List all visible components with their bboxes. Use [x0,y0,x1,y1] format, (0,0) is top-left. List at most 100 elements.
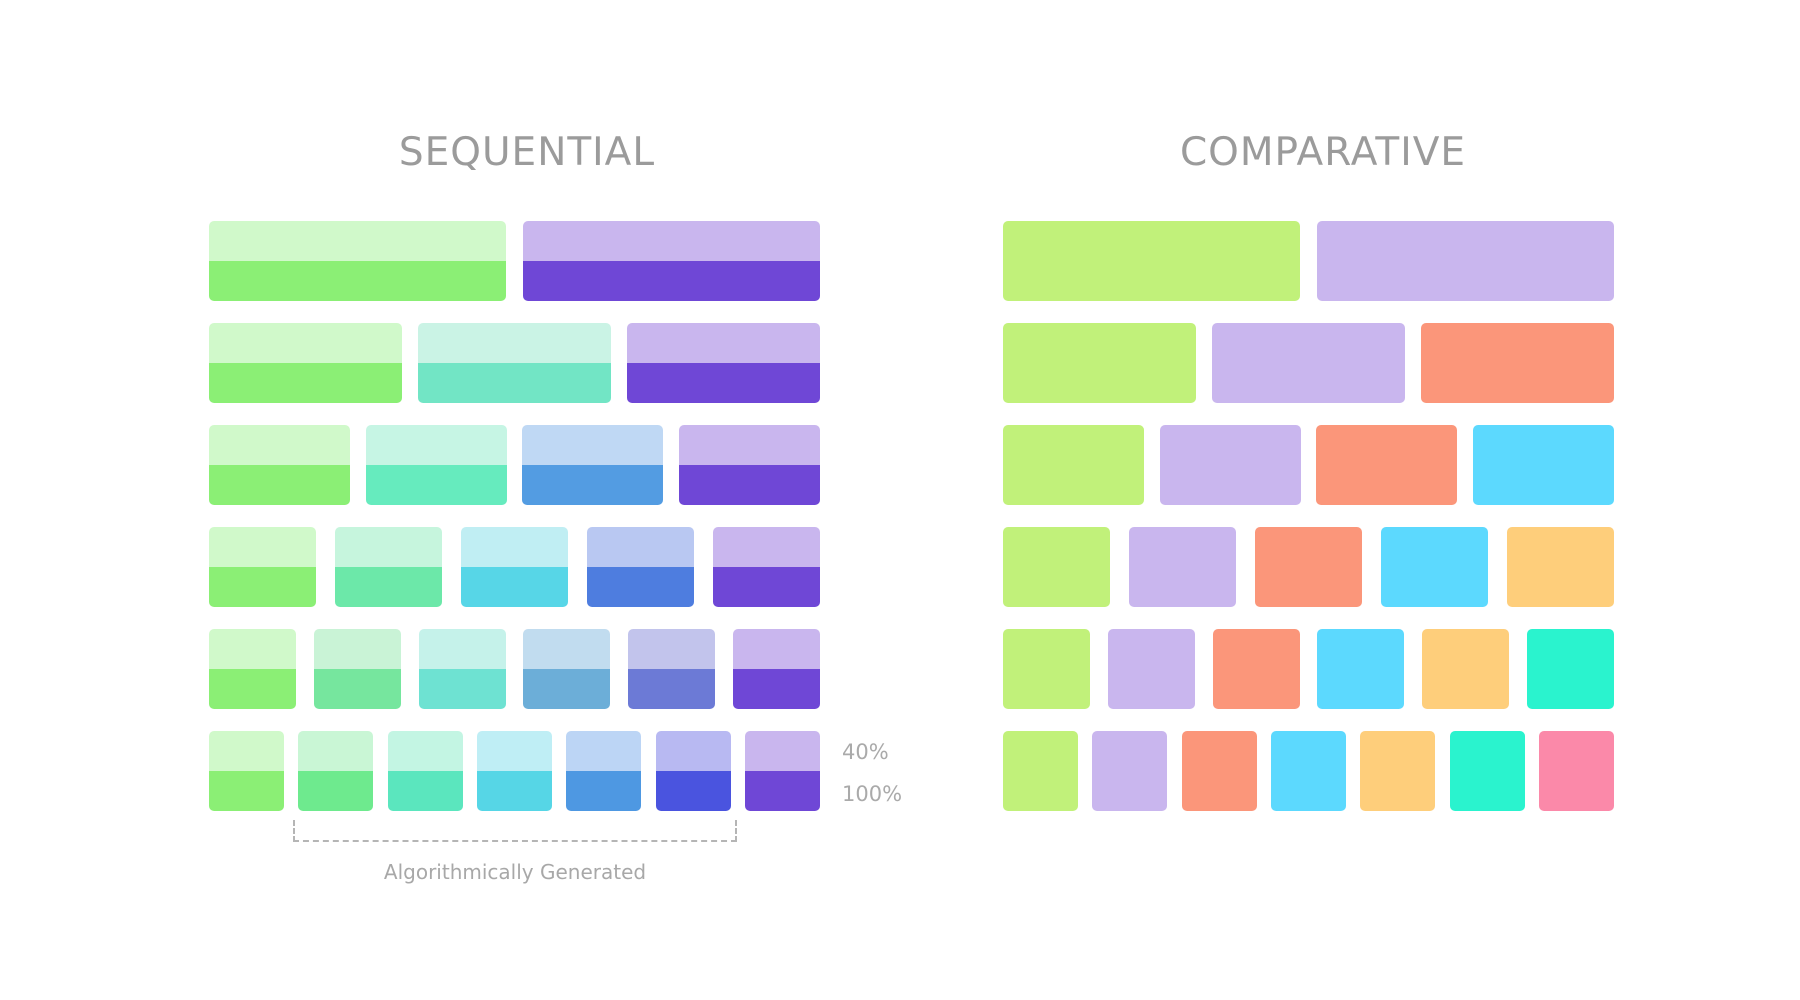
sequential-swatch [209,323,402,403]
swatch-tint-40 [744,731,820,771]
comparative-swatch [1159,425,1301,505]
swatch-tint-100 [387,771,463,811]
swatch-tint-100 [209,261,506,301]
sequential-swatch [744,731,820,811]
sequential-swatch [523,221,820,301]
comparative-swatch [1003,425,1144,505]
sequential-row [209,527,820,607]
sequential-swatch [418,323,611,403]
swatch-tint-100 [744,771,820,811]
comparative-swatch [1317,629,1405,709]
tint-40-percent-label: 40% [842,740,889,764]
comparative-swatch [1003,629,1090,709]
swatch-tint-100 [335,567,442,607]
swatch-tint-40 [732,629,820,669]
sequential-swatch [461,527,568,607]
algorithmic-range-bracket [293,820,737,842]
comparative-swatch [1212,323,1405,403]
swatch-tint-40 [418,323,611,363]
sequential-swatch [732,629,820,709]
sequential-swatch [313,629,401,709]
swatch-tint-100 [566,771,642,811]
sequential-swatch [655,731,731,811]
comparative-swatch [1181,731,1257,811]
sequential-swatch [587,527,694,607]
swatch-tint-100 [476,771,552,811]
swatch-tint-40 [209,527,316,567]
swatch-tint-100 [678,465,820,505]
swatch-tint-40 [476,731,552,771]
sequential-swatch [713,527,820,607]
sequential-swatch [209,731,284,811]
swatch-tint-40 [209,731,284,771]
swatch-tint-40 [387,731,463,771]
sequential-swatch [209,629,296,709]
sequential-row [209,629,820,709]
sequential-swatch [522,425,664,505]
swatch-tint-100 [209,771,284,811]
comparative-row [1003,731,1614,811]
sequential-row [209,425,820,505]
swatch-tint-100 [461,567,568,607]
sequential-row [209,731,820,811]
swatch-tint-40 [209,425,350,465]
tint-100-percent-label: 100% [842,782,903,806]
comparative-title: COMPARATIVE [1179,130,1467,175]
sequential-swatch [476,731,552,811]
sequential-swatch [298,731,374,811]
comparative-swatch [1507,527,1614,607]
comparative-swatch [1092,731,1168,811]
swatch-tint-100 [628,669,716,709]
comparative-swatch [1255,527,1362,607]
swatch-tint-40 [522,425,664,465]
swatch-tint-40 [587,527,694,567]
swatch-tint-40 [461,527,568,567]
swatch-tint-100 [313,669,401,709]
sequential-swatch [627,323,820,403]
sequential-palette-grid [209,221,820,811]
sequential-swatch [523,629,611,709]
swatch-tint-100 [418,669,506,709]
swatch-tint-40 [678,425,820,465]
swatch-tint-40 [655,731,731,771]
swatch-tint-100 [523,669,611,709]
comparative-swatch [1107,629,1195,709]
comparative-row [1003,527,1614,607]
sequential-title: SEQUENTIAL [398,130,656,175]
swatch-tint-100 [587,567,694,607]
sequential-swatch [209,425,350,505]
sequential-swatch [209,221,506,301]
swatch-tint-40 [523,629,611,669]
swatch-tint-40 [313,629,401,669]
sequential-row [209,323,820,403]
comparative-swatch [1526,629,1614,709]
swatch-tint-40 [627,323,820,363]
swatch-tint-40 [713,527,820,567]
comparative-row [1003,425,1614,505]
comparative-row [1003,221,1614,301]
sequential-swatch [628,629,716,709]
comparative-swatch [1421,323,1614,403]
comparative-swatch [1449,731,1525,811]
swatch-tint-40 [418,629,506,669]
comparative-swatch [1212,629,1300,709]
swatch-tint-40 [628,629,716,669]
comparative-swatch [1538,731,1614,811]
sequential-swatch [365,425,507,505]
algorithmically-generated-label: Algorithmically Generated [383,860,647,884]
comparative-swatch [1422,629,1510,709]
sequential-swatch [335,527,442,607]
sequential-swatch [387,731,463,811]
swatch-tint-100 [209,363,402,403]
comparative-swatch [1360,731,1436,811]
swatch-tint-100 [732,669,820,709]
comparative-swatch [1003,221,1300,301]
comparative-row [1003,323,1614,403]
comparative-palette-grid [1003,221,1614,811]
swatch-tint-100 [209,567,316,607]
comparative-swatch [1270,731,1346,811]
swatch-tint-40 [209,323,402,363]
swatch-tint-100 [522,465,664,505]
sequential-swatch [678,425,820,505]
swatch-tint-40 [566,731,642,771]
